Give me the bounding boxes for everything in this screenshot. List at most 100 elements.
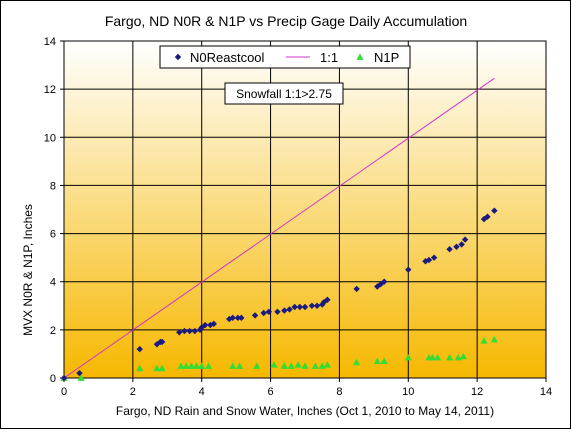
x-axis-label: Fargo, ND Rain and Snow Water, Inches (O… — [116, 404, 494, 418]
point-n1p — [433, 353, 442, 361]
point-n0reastcool — [458, 241, 465, 248]
point-n1p — [280, 362, 288, 369]
y-tick-label: 4 — [50, 277, 56, 289]
point-n0reastcool — [425, 256, 433, 264]
y-tick-label: 2 — [50, 325, 56, 337]
series-line-1to1 — [63, 77, 495, 379]
point-n1p — [323, 361, 331, 368]
y-axis-label: MVX N0R & N1P, Inches — [21, 204, 35, 336]
point-n0reastcool — [491, 207, 498, 214]
legend-frame — [159, 45, 411, 69]
series — [60, 77, 498, 382]
point-n1p — [229, 362, 237, 369]
legend-label-1-1: 1:1 — [320, 50, 338, 65]
point-n0reastcool — [296, 303, 304, 311]
point-n0reastcool — [274, 308, 281, 316]
point-n1p — [404, 353, 412, 361]
point-n1p — [480, 337, 488, 344]
point-n1p — [153, 364, 161, 372]
x-tick-label: 14 — [540, 386, 552, 398]
point-n0reastcool — [313, 302, 321, 309]
point-n1p — [301, 362, 309, 369]
grid — [64, 41, 546, 378]
legend-swatch-n1p — [356, 53, 364, 60]
x-tick-label: 6 — [268, 386, 274, 398]
x-tick-label: 12 — [471, 386, 483, 398]
point-n1p — [446, 353, 454, 361]
point-n1p — [294, 361, 302, 368]
point-n1p — [270, 361, 278, 368]
y-tick-label: 8 — [50, 180, 56, 192]
point-n1p — [311, 362, 319, 369]
point-n0reastcool — [76, 369, 83, 377]
point-n1p — [182, 362, 190, 369]
point-n0reastcool — [229, 314, 236, 322]
x-tick-label: 4 — [199, 386, 205, 398]
point-n0reastcool — [136, 345, 143, 353]
point-n1p — [380, 357, 388, 365]
point-n0reastcool — [324, 296, 331, 303]
point-n0reastcool — [201, 321, 209, 329]
point-n0reastcool — [260, 309, 267, 317]
y-tick-label: 0 — [50, 373, 56, 385]
point-n1p — [353, 358, 361, 366]
point-n0reastcool — [446, 246, 453, 253]
point-n0reastcool — [286, 306, 293, 313]
point-n1p — [373, 357, 381, 365]
point-n0reastcool — [281, 307, 288, 314]
legend-label-n1p: N1P — [374, 50, 399, 65]
x-tick-label: 0 — [61, 386, 67, 398]
point-n1p — [490, 335, 498, 343]
point-n0reastcool — [191, 327, 199, 335]
annotation-text: Snowfall 1:1>2.75 — [236, 87, 332, 101]
point-n0reastcool — [234, 314, 242, 322]
point-n0reastcool — [265, 308, 273, 316]
point-n1p — [287, 362, 295, 369]
point-n0reastcool — [484, 213, 491, 220]
point-n0reastcool — [186, 327, 193, 335]
point-n0reastcool — [430, 254, 438, 261]
y-tick-label: 14 — [44, 36, 56, 48]
point-n0reastcool — [238, 314, 245, 322]
y-tick-label: 10 — [44, 132, 56, 144]
point-n0reastcool — [181, 327, 188, 335]
point-n0reastcool — [176, 329, 183, 336]
point-n0reastcool — [405, 266, 412, 273]
legend: N0Reastcool 1:1 N1P — [159, 45, 411, 69]
x-tick-label: 2 — [130, 386, 136, 398]
point-n1p — [77, 374, 85, 381]
point-n1p — [235, 362, 244, 369]
point-n0reastcool — [308, 302, 316, 309]
point-n0reastcool — [380, 278, 388, 285]
point-n1p — [198, 362, 206, 369]
x-tick-label: 8 — [336, 386, 342, 398]
point-n1p — [187, 362, 195, 369]
point-n1p — [192, 362, 201, 369]
chart-title: Fargo, ND N0R & N1P vs Precip Gage Daily… — [105, 13, 467, 29]
point-n0reastcool — [301, 303, 309, 311]
point-n0reastcool — [480, 215, 488, 223]
point-n0reastcool — [158, 338, 166, 346]
point-n1p — [253, 362, 261, 369]
legend-swatch-n0reastcool — [174, 53, 182, 61]
point-n0reastcool — [353, 285, 360, 293]
point-n0reastcool — [461, 236, 469, 243]
point-n1p — [459, 352, 467, 360]
point-n1p — [136, 364, 144, 372]
point-n0reastcool — [210, 320, 217, 328]
y-tick-label: 6 — [50, 229, 56, 241]
annotation: Snowfall 1:1>2.75 — [224, 82, 344, 105]
point-n0reastcool — [251, 312, 259, 319]
point-n0reastcool — [60, 374, 68, 382]
point-n1p — [158, 364, 166, 372]
point-n0reastcool — [453, 243, 460, 251]
y-tick-label: 12 — [44, 84, 56, 96]
x-tick-label: 10 — [402, 386, 414, 398]
point-n1p — [177, 362, 185, 369]
legend-label-n0reastcool: N0Reastcool — [190, 50, 265, 65]
point-n0reastcool — [291, 303, 298, 311]
point-n0reastcool — [196, 326, 204, 334]
axes: 0 2 4 6 8 10 12 14 0 2 4 6 8 10 12 14 — [44, 36, 552, 398]
